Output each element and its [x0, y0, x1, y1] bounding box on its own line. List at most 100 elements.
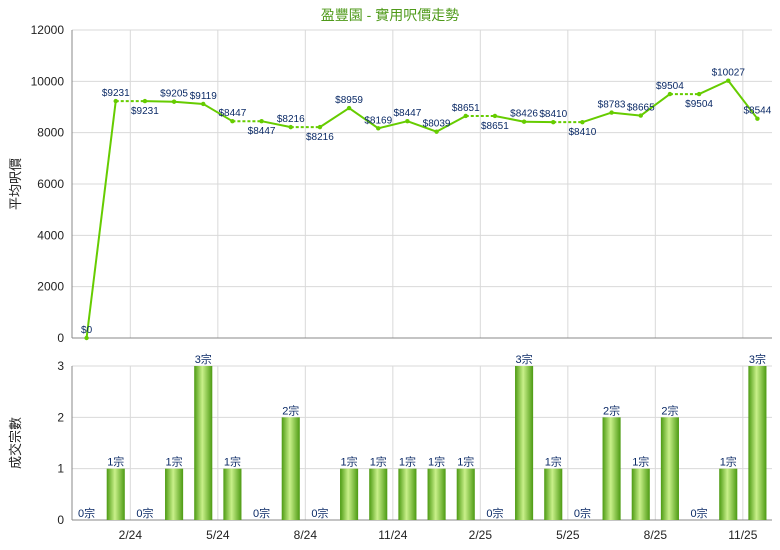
volume-ytick: 1 — [57, 462, 64, 476]
price-line-segment — [378, 120, 408, 130]
volume-bar-label: 0宗 — [311, 506, 328, 520]
volume-bar-label: 1宗 — [166, 455, 183, 469]
price-point-label: $8651 — [481, 121, 509, 132]
volume-bar-label: 1宗 — [457, 455, 474, 469]
price-ytick: 8000 — [37, 126, 64, 140]
price-point-label: $8410 — [539, 109, 567, 120]
price-point — [230, 118, 235, 124]
volume-bar-label: 1宗 — [107, 455, 124, 469]
price-point — [171, 99, 177, 104]
volume-bar-label: 0宗 — [78, 506, 95, 520]
price-gridlines — [72, 29, 772, 339]
volume-axes: 0 1 2 3 2/24 5/24 8/24 11/24 2/25 5/25 8/25 11/25 成交… — [8, 359, 772, 542]
price-ytick: 6000 — [37, 177, 64, 191]
price-ytick: 10000 — [31, 74, 65, 88]
price-point — [376, 126, 381, 131]
volume-bar-label: 0宗 — [253, 506, 270, 520]
volume-ytick: 3 — [57, 359, 64, 373]
price-line-segment — [611, 111, 641, 117]
volume-bar-label: 1宗 — [224, 455, 241, 469]
volume-bar — [719, 468, 738, 520]
price-point-label: $9231 — [131, 106, 159, 117]
price-point-label: $8447 — [248, 126, 276, 137]
price-point-label: $9504 — [656, 81, 684, 92]
volume-bar — [456, 468, 475, 520]
volume-bar — [194, 366, 213, 520]
price-point-label: $8651 — [452, 103, 480, 114]
price-line-segment — [202, 103, 233, 123]
price-line-segment — [407, 120, 437, 133]
price-point — [84, 335, 89, 341]
price-point — [405, 118, 410, 124]
volume-bar-label: 1宗 — [428, 455, 445, 469]
price-point — [463, 113, 468, 119]
volume-bar — [223, 468, 242, 520]
price-point-label: $0 — [81, 325, 93, 336]
volume-bar — [106, 468, 125, 520]
price-point — [726, 78, 731, 83]
volume-xtick: 8/24 — [294, 528, 318, 542]
price-point — [142, 98, 148, 104]
price-line-segment — [436, 115, 467, 133]
volume-bar-label: 1宗 — [370, 455, 387, 469]
price-point-label: $8447 — [219, 108, 247, 119]
data-labels: 0宗 1宗 0宗 1宗 3宗 1宗 0宗 2宗 0宗 1宗 1宗 1宗 1宗 1宗 0宗 3宗 1宗 0宗 2宗 1宗… — [78, 68, 772, 520]
volume-bar-label: 2宗 — [282, 403, 299, 417]
price-point — [580, 119, 585, 125]
price-point — [288, 124, 293, 130]
volume-bar — [427, 468, 446, 520]
price-line-segment — [85, 100, 117, 339]
price-line-segment — [174, 100, 204, 105]
volume-bar — [398, 468, 417, 520]
price-point-label: $9504 — [685, 99, 713, 110]
volume-bar — [602, 417, 621, 520]
price-point-label: $8410 — [569, 127, 597, 138]
price-line-segment — [144, 100, 175, 103]
volume-bar-label: 1宗 — [545, 455, 562, 469]
volume-bar — [660, 417, 679, 520]
volume-bar-label: 0宗 — [574, 506, 591, 520]
price-point — [755, 116, 760, 121]
price-point — [259, 118, 264, 124]
volume-bar — [515, 366, 534, 520]
volume-bar-label: 3宗 — [516, 352, 533, 366]
volume-xtick: 8/25 — [644, 528, 668, 542]
volume-bar-label: 1宗 — [341, 455, 358, 469]
volume-bar — [340, 468, 359, 520]
volume-bar — [631, 468, 650, 520]
volume-yaxis-title: 成交宗數 — [8, 417, 23, 469]
volume-bar — [369, 468, 388, 520]
volume-bar-label: 0宗 — [486, 506, 503, 520]
price-ytick: 2000 — [37, 280, 64, 294]
volume-bar — [544, 468, 563, 520]
price-yaxis-title: 平均呎價 — [8, 158, 23, 210]
volume-bar-label: 1宗 — [720, 455, 737, 469]
price-point-label: $8665 — [627, 103, 655, 114]
volume-xtick: 2/24 — [119, 528, 143, 542]
price-point — [638, 113, 643, 118]
volume-bar-label: 1宗 — [632, 455, 649, 469]
volume-bar — [281, 417, 300, 520]
price-point-label: $9231 — [102, 88, 130, 99]
chart-title: 盈豐園 - 實用呎價走勢 — [320, 7, 460, 23]
price-point — [551, 119, 556, 125]
price-point — [317, 124, 323, 130]
volume-bar — [748, 366, 767, 520]
volume-ytick: 2 — [57, 410, 64, 424]
volume-xtick: 11/24 — [378, 528, 407, 542]
price-ytick: 0 — [57, 331, 64, 345]
price-point-label: $8447 — [394, 108, 422, 119]
volume-bar-label: 2宗 — [603, 403, 620, 417]
price-ytick: 12000 — [31, 23, 65, 37]
price-point-label: $8959 — [335, 95, 363, 106]
price-point — [609, 110, 614, 115]
volume-bar-label: 0宗 — [691, 506, 708, 520]
price-point-label: $10027 — [712, 68, 746, 79]
volume-xtick: 5/24 — [206, 528, 230, 542]
price-point-label: $8039 — [423, 119, 451, 130]
price-point-label: $8216 — [306, 132, 334, 143]
price-point — [346, 105, 352, 111]
price-line-segment — [319, 107, 350, 128]
price-ytick: 4000 — [37, 228, 64, 242]
